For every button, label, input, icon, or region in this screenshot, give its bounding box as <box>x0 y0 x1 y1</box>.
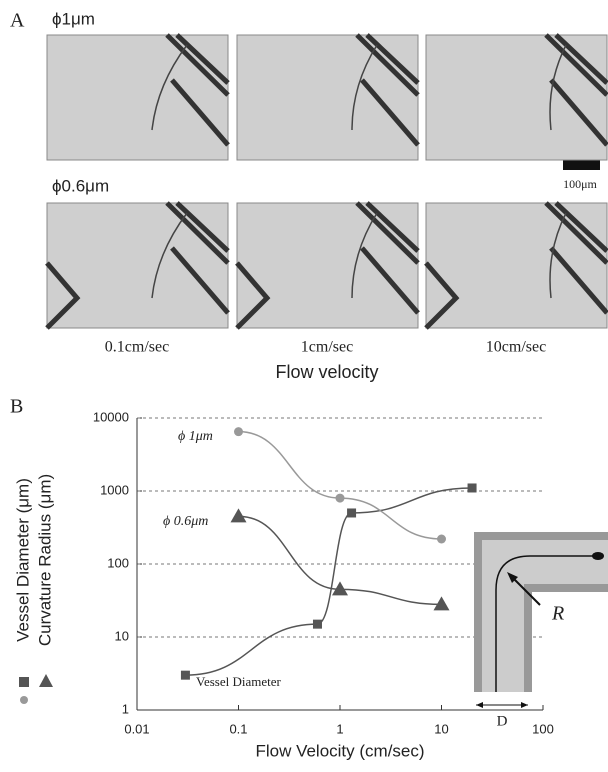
marker <box>181 671 190 680</box>
panel-label: A <box>10 10 25 32</box>
micrograph <box>47 203 228 328</box>
marker <box>434 596 450 610</box>
channel-inner <box>482 540 608 692</box>
x-tick-label: 0.01 <box>124 721 149 736</box>
micrograph <box>426 35 607 160</box>
legend-symbol <box>19 677 29 687</box>
micrograph <box>237 35 418 160</box>
y-axis-label: Vessel Diameter (μm) <box>13 478 32 642</box>
column-label: 10cm/sec <box>486 339 546 356</box>
column-label: 0.1cm/sec <box>105 339 169 356</box>
marker <box>231 508 247 522</box>
vessel-tip <box>592 552 604 560</box>
marker <box>347 508 356 517</box>
marker <box>468 483 477 492</box>
series-label: Vessel Diameter <box>196 674 282 689</box>
marker <box>437 535 446 544</box>
y-tick-label: 10000 <box>93 409 129 424</box>
arrowhead <box>521 702 528 708</box>
marker <box>336 494 345 503</box>
y-tick-label: 1000 <box>100 482 129 497</box>
series-line <box>185 488 472 675</box>
column-label: 1cm/sec <box>301 339 353 356</box>
x-tick-label: 0.1 <box>229 721 247 736</box>
row-label: ϕ0.6μm <box>52 176 109 195</box>
figure: A ϕ1μm ϕ0.6μm 100μm 0.1cm/sec 1cm/sec 10… <box>0 0 608 772</box>
x-tick-label: 100 <box>532 721 554 736</box>
micrograph <box>237 203 418 328</box>
micrograph <box>426 203 607 328</box>
panel-label: B <box>10 396 23 418</box>
marker <box>313 620 322 629</box>
micrograph <box>47 35 228 160</box>
diameter-label: D <box>497 713 508 729</box>
scale-bar-label: 100μm <box>563 177 597 191</box>
y-axis-label: Curvature Radius (μm) <box>35 474 54 646</box>
series-line <box>239 432 442 539</box>
arrowhead <box>476 702 483 708</box>
legend-symbol <box>39 674 53 687</box>
radius-label: R <box>551 603 564 625</box>
row-label: ϕ1μm <box>52 9 95 28</box>
legend-symbol <box>20 696 28 704</box>
x-tick-label: 10 <box>434 721 448 736</box>
series-label: ϕ 1μm <box>178 429 213 444</box>
marker <box>234 427 243 436</box>
series-label: ϕ 0.6μm <box>163 514 208 529</box>
x-tick-label: 1 <box>336 721 343 736</box>
y-tick-label: 10 <box>115 628 129 643</box>
x-axis-label: Flow Velocity (cm/sec) <box>255 741 424 760</box>
axis-label: Flow velocity <box>275 362 378 382</box>
y-tick-label: 100 <box>107 555 129 570</box>
y-tick-label: 1 <box>122 701 129 716</box>
